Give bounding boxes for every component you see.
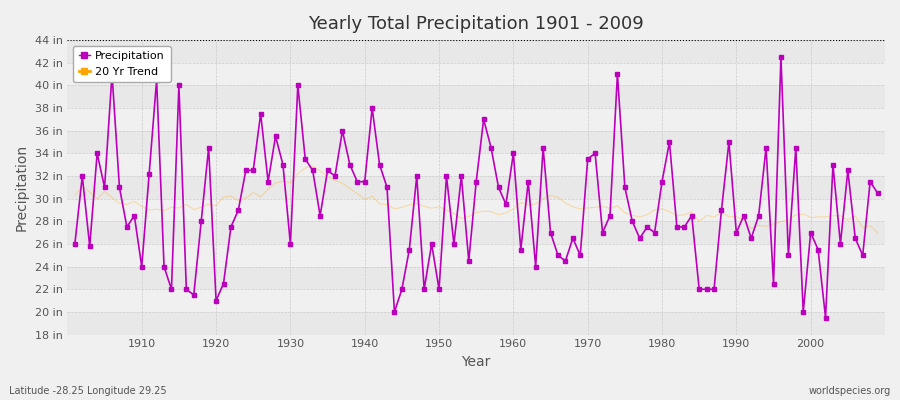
Text: Latitude -28.25 Longitude 29.25: Latitude -28.25 Longitude 29.25 [9, 386, 166, 396]
Precipitation [129, 213, 140, 218]
20 Yr Trend [508, 206, 518, 211]
Precipitation [776, 55, 787, 60]
Bar [68, 199, 885, 221]
20 Yr Trend [69, 193, 80, 198]
X-axis label: Year: Year [462, 355, 490, 369]
Legend: Precipitation, 20 Yr Trend: Precipitation, 20 Yr Trend [73, 46, 170, 82]
Bar [68, 289, 885, 312]
Bar [68, 40, 885, 63]
Bar [68, 244, 885, 267]
Y-axis label: Precipitation: Precipitation [15, 144, 29, 231]
Precipitation [872, 191, 883, 196]
Bar [68, 86, 885, 108]
Bar [68, 131, 885, 153]
Precipitation [69, 242, 80, 246]
20 Yr Trend [292, 171, 303, 176]
Text: worldspecies.org: worldspecies.org [809, 386, 891, 396]
Precipitation [820, 315, 831, 320]
Bar [68, 267, 885, 289]
Bar [68, 108, 885, 131]
20 Yr Trend [516, 200, 526, 205]
20 Yr Trend [605, 206, 616, 211]
Precipitation [598, 230, 608, 235]
Bar [68, 312, 885, 334]
Title: Yearly Total Precipitation 1901 - 2009: Yearly Total Precipitation 1901 - 2009 [309, 15, 644, 33]
Line: Precipitation: Precipitation [73, 55, 879, 319]
Bar [68, 153, 885, 176]
Bar [68, 221, 885, 244]
Precipitation [292, 83, 303, 88]
20 Yr Trend [345, 186, 356, 191]
Precipitation [337, 128, 347, 133]
Precipitation [508, 151, 518, 156]
20 Yr Trend [129, 199, 140, 204]
Precipitation [500, 202, 511, 207]
20 Yr Trend [872, 230, 883, 235]
Bar [68, 176, 885, 199]
20 Yr Trend [307, 164, 318, 168]
Bar [68, 63, 885, 86]
Line: 20 Yr Trend: 20 Yr Trend [75, 166, 878, 233]
